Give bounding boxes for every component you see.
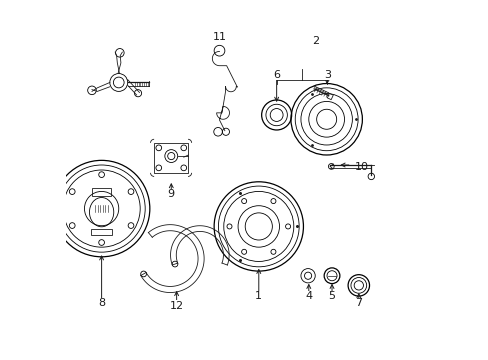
Bar: [91, 188, 111, 196]
Text: 11: 11: [212, 32, 226, 42]
Bar: [154, 143, 188, 173]
Text: 12: 12: [169, 301, 183, 311]
Text: 3: 3: [324, 69, 330, 80]
Text: 1: 1: [255, 291, 262, 301]
Text: 7: 7: [354, 298, 362, 308]
Text: 9: 9: [167, 189, 175, 199]
Text: 4: 4: [305, 291, 312, 301]
Bar: [91, 229, 111, 235]
Text: 8: 8: [98, 298, 105, 308]
Bar: [326, 93, 333, 100]
Text: 10: 10: [354, 162, 368, 172]
Text: 6: 6: [273, 69, 280, 80]
Text: 5: 5: [328, 291, 335, 301]
Text: 2: 2: [312, 36, 319, 46]
